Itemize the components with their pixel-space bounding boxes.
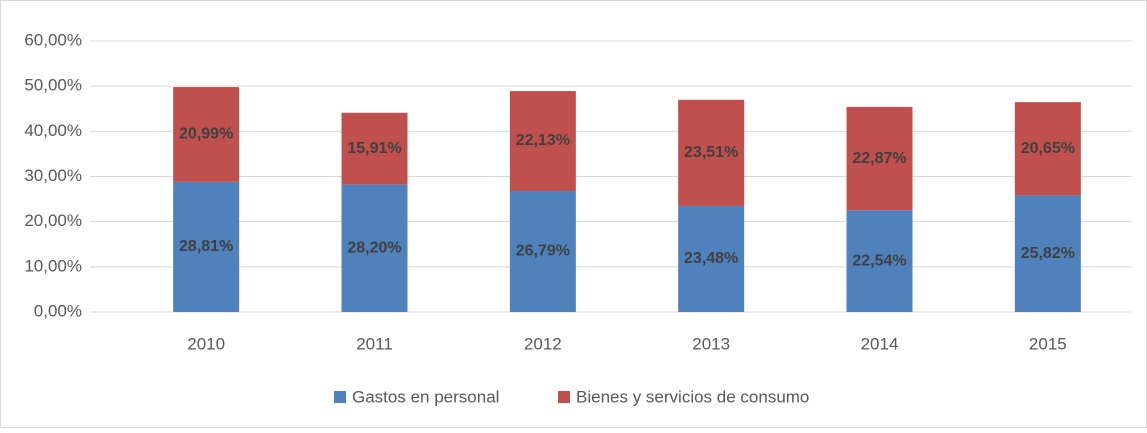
bar-segment (846, 210, 913, 312)
y-tick-label: 30,00% (24, 166, 82, 185)
x-tick-label: 2010 (187, 334, 225, 353)
data-label: 23,51% (684, 144, 738, 161)
y-tick-label: 60,00% (24, 30, 82, 49)
y-tick-label: 0,00% (34, 301, 82, 320)
data-label: 15,91% (347, 140, 401, 157)
bar-segment (173, 87, 240, 182)
data-label: 23,48% (684, 250, 738, 267)
x-tick-label: 2015 (1029, 334, 1067, 353)
bar-segment (678, 99, 745, 206)
data-label: 22,54% (852, 252, 906, 269)
bar-segment (509, 190, 576, 312)
data-label: 20,99% (179, 126, 233, 143)
data-label: 22,87% (852, 150, 906, 167)
bar-segment (341, 184, 408, 312)
y-tick-label: 40,00% (24, 121, 82, 140)
bar-segment (173, 181, 240, 312)
bar-segment (1014, 102, 1081, 196)
y-tick-label: 10,00% (24, 256, 82, 275)
bar-segment (678, 205, 745, 312)
legend-label: Gastos en personal (352, 387, 499, 406)
data-label: 25,82% (1021, 245, 1075, 262)
x-tick-label: 2012 (524, 334, 562, 353)
y-tick-label: 50,00% (24, 76, 82, 95)
data-label: 22,13% (516, 132, 570, 149)
legend-label: Bienes y servicios de consumo (576, 387, 809, 406)
data-label: 28,20% (347, 240, 401, 257)
legend-swatch (334, 391, 346, 403)
bar-segment (846, 106, 913, 211)
bar-segment (341, 112, 408, 185)
bar-segment (509, 91, 576, 191)
x-tick-label: 2013 (692, 334, 730, 353)
data-label: 20,65% (1021, 140, 1075, 157)
data-label: 28,81% (179, 238, 233, 255)
y-tick-label: 20,00% (24, 211, 82, 230)
bar-segment (1014, 195, 1081, 312)
legend-swatch (558, 391, 570, 403)
data-label: 26,79% (516, 243, 570, 260)
x-tick-label: 2014 (861, 334, 899, 353)
x-tick-label: 2011 (356, 334, 393, 353)
